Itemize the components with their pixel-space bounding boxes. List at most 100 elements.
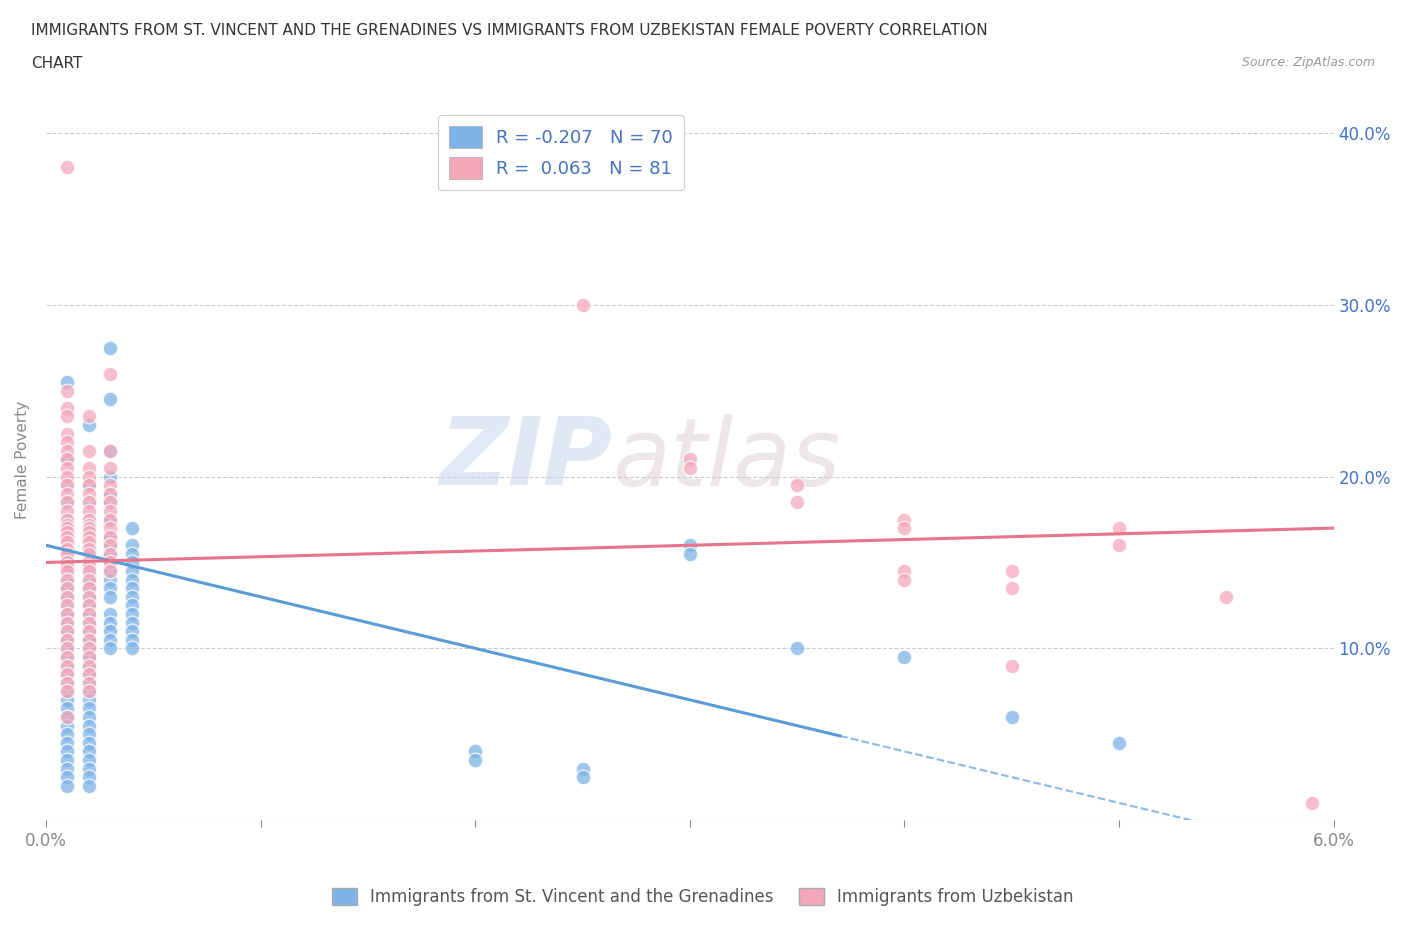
Point: [56, 375, 79, 390]
Point: [77, 744, 100, 759]
Point: [56, 435, 79, 450]
Point: [56, 675, 79, 690]
Point: [56, 572, 79, 587]
Point: [56, 426, 79, 441]
Point: [98, 503, 121, 518]
Point: [77, 761, 100, 776]
Point: [121, 555, 143, 570]
Point: [77, 632, 100, 647]
Point: [121, 632, 143, 647]
Point: [56, 486, 79, 501]
Point: [77, 529, 100, 544]
Point: [77, 590, 100, 604]
Point: [56, 667, 79, 682]
Point: [56, 469, 79, 484]
Y-axis label: Female Poverty: Female Poverty: [15, 400, 30, 519]
Point: [77, 409, 100, 424]
Point: [77, 521, 100, 536]
Point: [56, 718, 79, 733]
Point: [56, 564, 79, 578]
Point: [77, 615, 100, 630]
Legend: Immigrants from St. Vincent and the Grenadines, Immigrants from Uzbekistan: Immigrants from St. Vincent and the Gren…: [326, 881, 1080, 912]
Point: [98, 564, 121, 578]
Point: [77, 770, 100, 785]
Point: [77, 495, 100, 510]
Point: [121, 564, 143, 578]
Point: [893, 521, 915, 536]
Point: [77, 580, 100, 595]
Point: [56, 736, 79, 751]
Point: [77, 558, 100, 573]
Point: [56, 624, 79, 639]
Text: ZIP: ZIP: [440, 414, 613, 505]
Point: [56, 606, 79, 621]
Point: [77, 469, 100, 484]
Point: [77, 580, 100, 595]
Point: [56, 541, 79, 556]
Point: [77, 525, 100, 539]
Point: [56, 710, 79, 724]
Point: [77, 667, 100, 682]
Point: [56, 641, 79, 656]
Point: [56, 452, 79, 467]
Point: [121, 606, 143, 621]
Point: [121, 641, 143, 656]
Point: [56, 569, 79, 584]
Point: [679, 538, 702, 552]
Point: [77, 641, 100, 656]
Point: [77, 615, 100, 630]
Point: [786, 495, 808, 510]
Point: [56, 606, 79, 621]
Point: [98, 624, 121, 639]
Point: [56, 649, 79, 664]
Point: [98, 529, 121, 544]
Point: [893, 649, 915, 664]
Point: [56, 658, 79, 673]
Point: [56, 503, 79, 518]
Point: [98, 340, 121, 355]
Point: [56, 615, 79, 630]
Point: [56, 590, 79, 604]
Point: [77, 572, 100, 587]
Point: [571, 761, 593, 776]
Point: [56, 590, 79, 604]
Point: [56, 770, 79, 785]
Point: [77, 667, 100, 682]
Point: [56, 444, 79, 458]
Point: [77, 538, 100, 552]
Point: [77, 606, 100, 621]
Point: [77, 486, 100, 501]
Text: CHART: CHART: [31, 56, 83, 71]
Point: [571, 770, 593, 785]
Point: [77, 649, 100, 664]
Point: [56, 558, 79, 573]
Point: [98, 392, 121, 406]
Point: [56, 558, 79, 573]
Point: [77, 547, 100, 562]
Point: [77, 598, 100, 613]
Point: [121, 572, 143, 587]
Point: [56, 383, 79, 398]
Point: [77, 529, 100, 544]
Point: [77, 418, 100, 432]
Point: [77, 649, 100, 664]
Point: [56, 580, 79, 595]
Point: [56, 649, 79, 664]
Point: [77, 710, 100, 724]
Point: [77, 555, 100, 570]
Point: [56, 538, 79, 552]
Point: [56, 598, 79, 613]
Point: [98, 460, 121, 475]
Point: [77, 521, 100, 536]
Point: [56, 684, 79, 698]
Point: [56, 495, 79, 510]
Legend: R = -0.207   N = 70, R =  0.063   N = 81: R = -0.207 N = 70, R = 0.063 N = 81: [439, 115, 683, 190]
Point: [98, 366, 121, 381]
Point: [56, 547, 79, 562]
Point: [56, 478, 79, 493]
Point: [98, 641, 121, 656]
Point: [56, 517, 79, 532]
Point: [1001, 710, 1024, 724]
Point: [56, 598, 79, 613]
Point: [77, 576, 100, 591]
